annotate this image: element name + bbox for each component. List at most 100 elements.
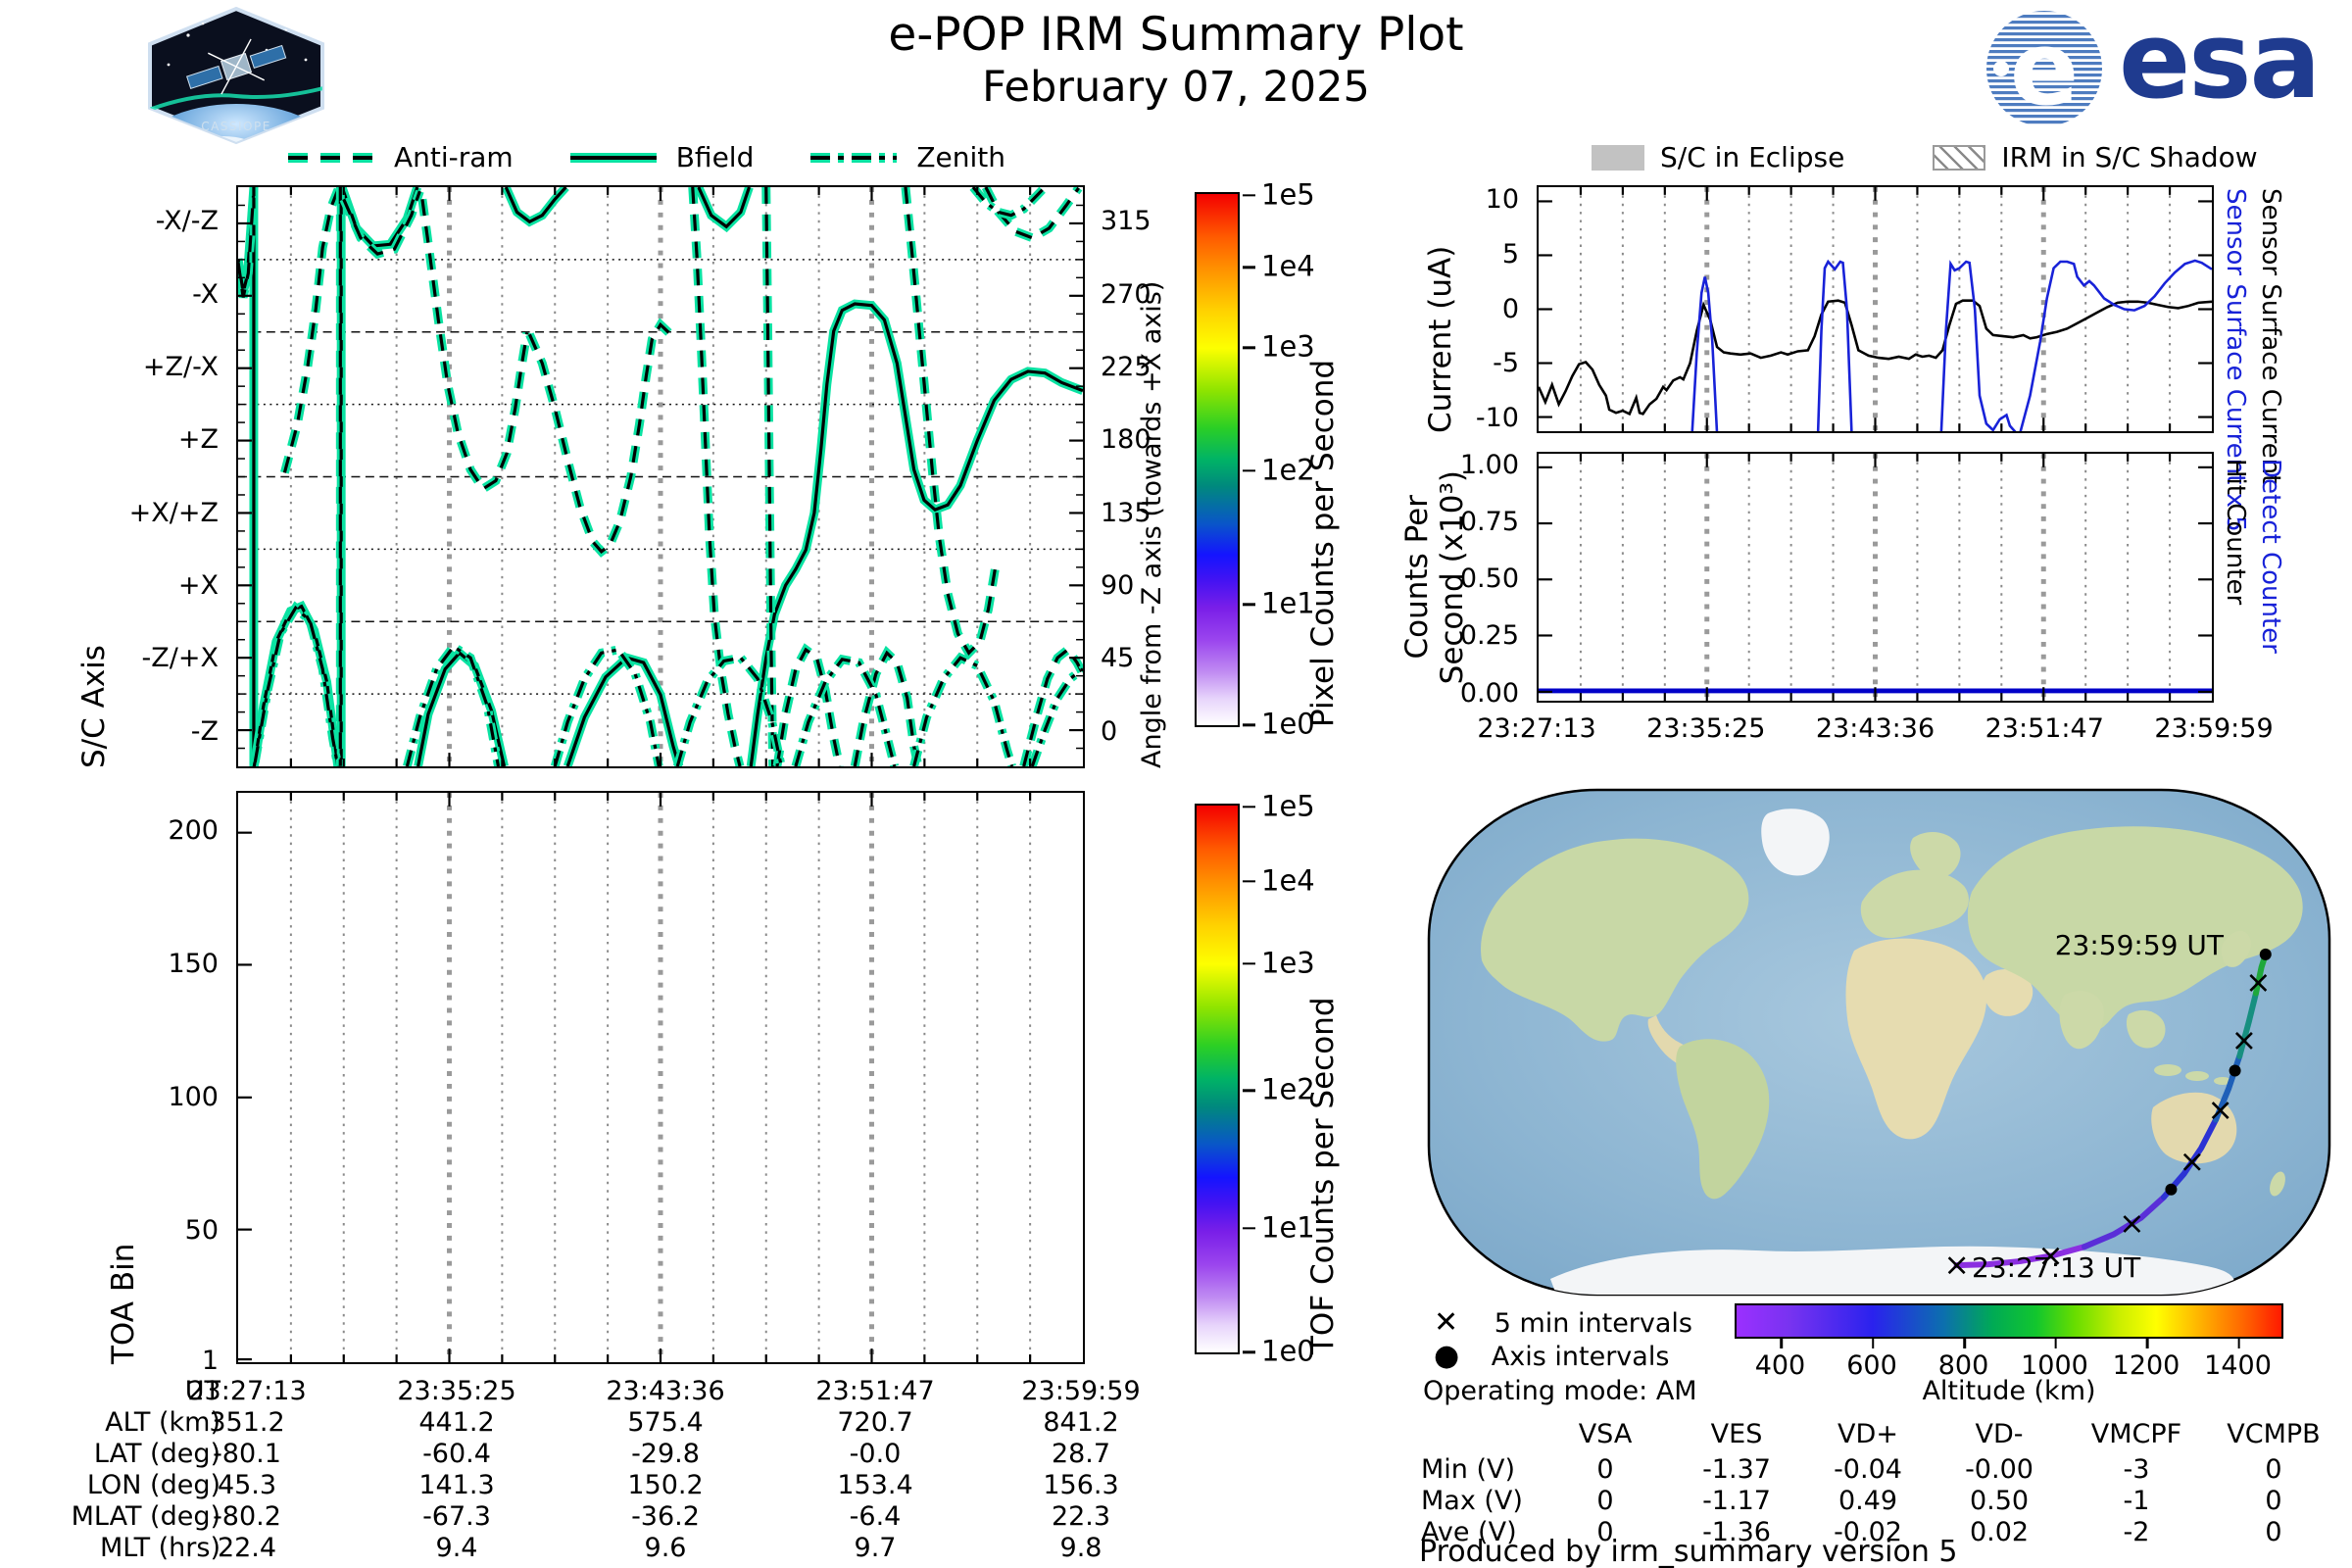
tick-mark	[2146, 1339, 2149, 1348]
cassiope-patch-art: CASSIOPE	[148, 6, 324, 145]
tick-label: 1e0	[1243, 1335, 1315, 1368]
legend-anti-ram: Anti-ram	[284, 141, 514, 173]
ephemeris-value: -80.1	[213, 1439, 281, 1469]
tick-mark	[1243, 962, 1255, 965]
series-Anti-ram	[775, 647, 842, 766]
tick-label: 1	[201, 1345, 219, 1376]
legend-zenith-label: Zenith	[916, 141, 1006, 173]
series-Anti-ram	[984, 187, 1080, 240]
track-segment	[2081, 1194, 2167, 1250]
voltage-value: -0.02	[1834, 1517, 1902, 1547]
tick-label: 225	[1101, 351, 1152, 382]
counts-left-ticklabels: 1.00 0.75 0.50 0.25 0.00	[1372, 449, 1529, 709]
page-date: February 07, 2025	[982, 63, 1370, 112]
voltage-column-header: VD-	[1975, 1419, 2024, 1449]
tick-label: 90	[1101, 569, 1135, 601]
track-5min-x-marker	[2123, 1215, 2141, 1233]
cassiope-mission-patch: CASSIOPE	[129, 6, 343, 145]
series-Anti-ram	[342, 190, 421, 256]
toa-bin-chart	[238, 793, 1032, 1362]
series-Bfield	[749, 302, 1083, 766]
tick-label: -X/-Z	[155, 206, 219, 237]
voltage-value: -1.17	[1702, 1486, 1771, 1516]
tick-label: 1e4	[1243, 250, 1315, 283]
map-legend-5min: ✕ 5 min intervals	[1434, 1305, 1692, 1340]
voltage-value: -0.04	[1834, 1454, 1902, 1485]
series-Anti-ram	[904, 187, 997, 656]
tick-label: 0.25	[1459, 620, 1519, 652]
shadow-hatch-swatch-icon	[1933, 144, 1986, 171]
page-title: e-POP IRM Summary Plot	[888, 8, 1464, 62]
series-Anti-ram	[527, 321, 670, 554]
pixel-colorbar-ticklabels: 1e5 1e4 1e3 1e2 1e1 1e0	[1242, 177, 1320, 741]
series-Sensor Surface Current x 5	[1816, 259, 1853, 431]
series-Anti-ram	[1022, 647, 1083, 766]
tick-label: 23:35:25	[1646, 713, 1766, 744]
series-outline-Anti-ram	[688, 187, 745, 766]
ephemeris-value: 9.4	[435, 1533, 478, 1563]
ephemeris-value: 23:43:36	[606, 1376, 725, 1406]
tick-label: 1.00	[1459, 449, 1519, 480]
voltage-value: 0	[1596, 1517, 1614, 1547]
series-outline-Anti-ram	[417, 198, 532, 495]
series-Zenith	[971, 187, 1047, 218]
tick-label: +X	[177, 569, 219, 601]
sc-axis-right-ticklabels: 315 270 225 180 135 90 45 0	[1089, 185, 1167, 768]
legend-eclipse: S/C in Eclipse	[1592, 141, 1844, 173]
tick-label: 10	[1485, 183, 1519, 215]
operating-mode: Operating mode: AM	[1423, 1376, 1697, 1406]
tick-label: 315	[1101, 206, 1152, 237]
zenith-dashdot-sample-icon	[810, 152, 898, 163]
voltage-value: 0	[2265, 1454, 2282, 1485]
series-Sensor Surface Current	[1539, 299, 2212, 416]
tof-colorbar	[1195, 804, 1240, 1354]
anti-ram-dash-sample-icon	[288, 152, 374, 163]
tof-colorbar-ticklabels: 1e5 1e4 1e3 1e2 1e1 1e0	[1242, 789, 1320, 1368]
series-outline-Anti-ram	[525, 318, 672, 558]
series-outline-Zenith	[1028, 665, 1083, 766]
ephemeris-table: UT 23:27:13 23:35:25 23:43:36 23:51:47 23:59:…	[0, 1372, 1274, 1568]
ephemeris-row-label: MLAT (deg)	[71, 1501, 220, 1532]
bfield-solid-sample-icon	[569, 152, 657, 163]
current-left-ticklabels: 10 5 0 -5 -10	[1372, 183, 1529, 434]
dot-marker-icon: ●	[1434, 1339, 1460, 1373]
series-Anti-ram	[691, 187, 742, 766]
tick-mark	[1243, 266, 1255, 270]
voltage-column-header: VMCPF	[2090, 1419, 2182, 1449]
counts-right-label-black: Hit Counter	[2221, 459, 2250, 606]
tick-label: 400	[1755, 1339, 1805, 1381]
tick-label: 1e2	[1243, 1073, 1315, 1106]
altitude-ticklabels: 400 600 800 1000 1200 1400	[1735, 1339, 2283, 1381]
voltage-column-header: VCMPB	[2227, 1419, 2321, 1449]
voltage-value: 0.02	[1969, 1517, 2030, 1547]
tick-mark	[1243, 603, 1255, 607]
track-axis-dot-marker	[2165, 1183, 2178, 1196]
ephemeris-value: 575.4	[627, 1407, 704, 1438]
ephemeris-value: 23:35:25	[397, 1376, 516, 1406]
voltage-row-label: Max (V)	[1421, 1486, 1523, 1516]
tick-label: 1e5	[1243, 177, 1315, 211]
footer-version: Produced by irm_summary version 5	[1419, 1535, 1958, 1568]
legend-zenith: Zenith	[807, 141, 1005, 173]
track-axis-dot-marker	[2259, 948, 2272, 960]
tof-colorbar-label: TOF Counts per Second	[1305, 997, 1341, 1354]
orbit-track	[1947, 948, 2272, 1275]
world-map	[1427, 788, 2331, 1297]
voltage-value: 0	[1596, 1486, 1614, 1516]
tick-mark	[2237, 1339, 2241, 1348]
ephemeris-value: -29.8	[631, 1439, 700, 1469]
ephemeris-value: 9.8	[1059, 1533, 1102, 1563]
legend-bfield-label: Bfield	[675, 141, 755, 173]
track-segment	[2236, 990, 2259, 1059]
tick-label: 180	[1101, 424, 1152, 456]
ephemeris-value: -80.2	[213, 1501, 281, 1532]
tick-label: 135	[1101, 497, 1152, 528]
track-5min-x-marker	[1947, 1256, 1966, 1275]
tick-label: 1e3	[1243, 330, 1315, 364]
sc-axis-right-axis-label: Angle from -Z axis (towards +X axis)	[1137, 280, 1167, 768]
ephemeris-value: 23:27:13	[187, 1376, 307, 1406]
track-5min-x-marker	[2234, 1031, 2253, 1050]
tick-mark	[1243, 1350, 1255, 1354]
toa-bin-plot-panel	[236, 791, 1085, 1364]
toa-left-ticklabels: 200 150 100 50 1	[0, 791, 228, 1376]
